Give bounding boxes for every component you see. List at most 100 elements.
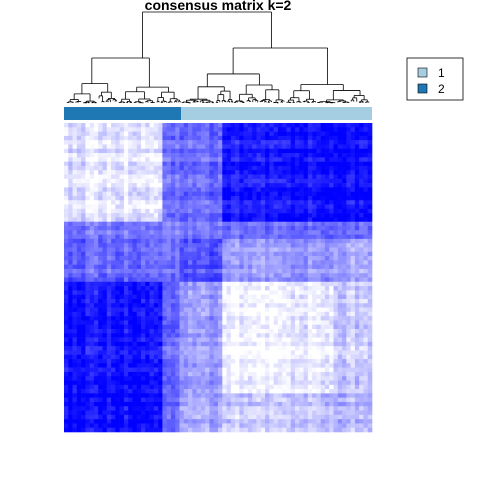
heatmap-cell (307, 174, 313, 180)
heatmap-cell (265, 161, 270, 167)
heatmap-cell (256, 268, 262, 274)
heatmap-cell (282, 389, 287, 394)
heatmap-cell (243, 204, 249, 210)
heatmap-cell (132, 217, 138, 223)
heatmap-cell (102, 380, 108, 386)
heatmap-cell (243, 294, 249, 300)
heatmap-cell (196, 294, 202, 300)
heatmap-cell (123, 178, 129, 184)
heatmap-cell (235, 230, 240, 235)
heatmap-cell (102, 135, 108, 141)
heatmap-cell (149, 243, 155, 248)
heatmap-cell (286, 234, 292, 240)
heatmap-cell (115, 161, 120, 167)
heatmap-cell (265, 376, 270, 381)
heatmap-cell (98, 298, 103, 304)
heatmap-cell (256, 127, 262, 132)
heatmap-cell (247, 187, 253, 192)
heatmap-cell (192, 204, 197, 210)
heatmap-cell (299, 213, 304, 218)
heatmap-cell (205, 341, 210, 347)
heatmap-cell (290, 341, 296, 347)
heatmap-cell (205, 135, 210, 141)
heatmap-cell (89, 346, 95, 351)
heatmap-cell (85, 123, 90, 128)
heatmap-cell (93, 337, 99, 343)
heatmap-cell (64, 226, 69, 231)
heatmap-cell (111, 243, 116, 248)
heatmap-cell (192, 247, 197, 253)
heatmap-cell (230, 140, 236, 145)
heatmap-cell (111, 290, 116, 295)
heatmap-cell (247, 363, 253, 368)
heatmap-cell (235, 208, 240, 214)
heatmap-cell (222, 217, 227, 223)
heatmap-cell (115, 157, 120, 162)
heatmap-cell (282, 221, 287, 227)
heatmap-cell (162, 221, 167, 227)
heatmap-cell (247, 290, 253, 295)
heatmap-cell (324, 187, 330, 192)
heatmap-cell (192, 195, 197, 201)
heatmap-cell (205, 148, 210, 154)
heatmap-cell (205, 350, 210, 356)
heatmap-cell (72, 367, 78, 373)
heatmap-cell (200, 333, 206, 338)
heatmap-cell (226, 268, 232, 274)
heatmap-cell (123, 337, 129, 343)
heatmap-cell (123, 226, 129, 231)
heatmap-cell (119, 260, 125, 265)
heatmap-cell (192, 217, 197, 223)
heatmap-cell (252, 303, 257, 308)
heatmap-cell (123, 316, 129, 321)
heatmap-cell (111, 195, 116, 201)
heatmap-cell (286, 123, 292, 128)
heatmap-cell (200, 217, 206, 223)
heatmap-cell (175, 165, 180, 171)
heatmap-cell (89, 234, 95, 240)
heatmap-cell (158, 165, 163, 171)
heatmap-cell (367, 230, 373, 235)
heatmap-cell (320, 376, 326, 381)
heatmap-cell (166, 290, 172, 295)
heatmap-cell (119, 363, 125, 368)
heatmap-cell (333, 303, 339, 308)
heatmap-cell (196, 316, 202, 321)
heatmap-cell (312, 183, 317, 188)
heatmap-cell (303, 234, 309, 240)
heatmap-cell (367, 307, 373, 313)
heatmap-cell (363, 174, 369, 180)
heatmap-cell (295, 178, 300, 184)
heatmap-cell (158, 376, 163, 381)
heatmap-cell (247, 389, 253, 394)
heatmap-cell (158, 277, 163, 283)
heatmap-cell (286, 337, 292, 343)
heatmap-cell (205, 140, 210, 145)
heatmap-cell (260, 376, 266, 381)
heatmap-cell (179, 195, 185, 201)
heatmap-cell (76, 256, 82, 261)
heatmap-cell (337, 307, 343, 313)
heatmap-cell (188, 243, 193, 248)
heatmap-cell (98, 153, 103, 158)
heatmap-cell (299, 135, 304, 141)
heatmap-cell (153, 380, 159, 386)
heatmap-cell (320, 174, 326, 180)
heatmap-cell (260, 286, 266, 291)
heatmap-cell (277, 316, 283, 321)
heatmap-cell (265, 234, 270, 240)
heatmap-cell (141, 165, 146, 171)
heatmap-cell (72, 359, 78, 364)
heatmap-cell (303, 251, 309, 257)
heatmap-cell (98, 363, 103, 368)
heatmap-cell (175, 226, 180, 231)
heatmap-cell (269, 165, 274, 171)
heatmap-cell (93, 135, 99, 141)
heatmap-cell (106, 187, 112, 192)
heatmap-cell (123, 187, 129, 192)
heatmap-cell (179, 256, 185, 261)
heatmap-cell (337, 260, 343, 265)
heatmap-cell (269, 303, 274, 308)
heatmap-cell (359, 144, 364, 150)
heatmap-cell (72, 144, 78, 150)
